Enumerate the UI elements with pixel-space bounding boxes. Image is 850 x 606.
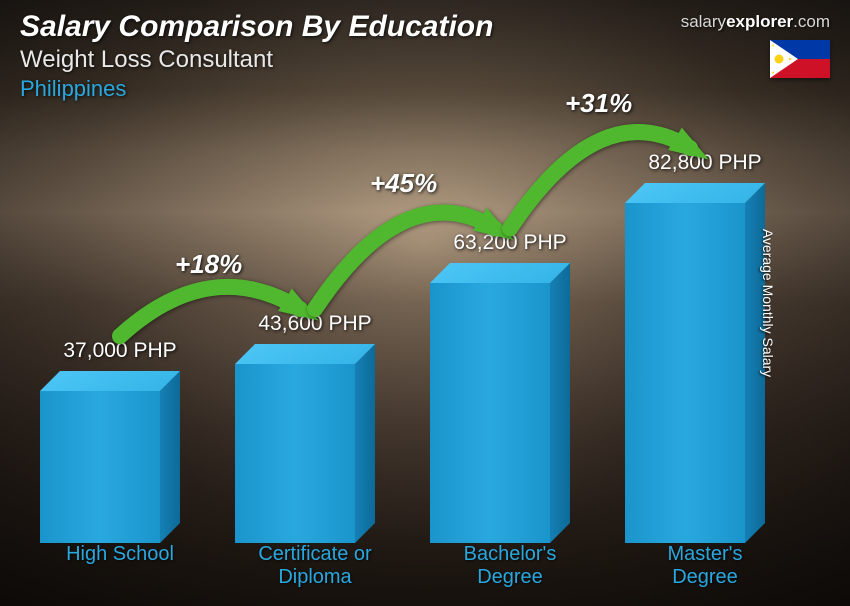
percentage-increase-label: +31% (565, 88, 632, 119)
bar-chart: 37,000 PHP High School 43,600 PHP Certifica… (40, 71, 790, 591)
bar-front (40, 391, 160, 543)
bar-side (160, 371, 180, 543)
bar-front (430, 283, 550, 543)
brand-suffix: .com (793, 12, 830, 31)
percentage-increase-label: +45% (370, 168, 437, 199)
bar-value-label: 37,000 PHP (40, 339, 200, 363)
bar-top (235, 344, 375, 364)
bar-side (355, 344, 375, 543)
header: Salary Comparison By Education Weight Lo… (20, 10, 493, 102)
bar-value-label: 82,800 PHP (625, 151, 785, 175)
flag-icon (770, 40, 830, 78)
bar-value-label: 43,600 PHP (235, 312, 395, 336)
y-axis-label: Average Monthly Salary (760, 229, 776, 377)
bar-category-label: Bachelor'sDegree (430, 543, 590, 591)
chart-country: Philippines (20, 76, 493, 102)
bar-value-label: 63,200 PHP (430, 231, 590, 255)
percentage-increase-label: +18% (175, 249, 242, 280)
brand-prefix: salary (681, 12, 726, 31)
bar-top (625, 183, 765, 203)
brand-watermark: salaryexplorer.com (681, 12, 830, 32)
bar-top (40, 371, 180, 391)
bar-category-label: Certificate orDiploma (235, 543, 395, 591)
bar-top (430, 263, 570, 283)
bar-category-label: Master'sDegree (625, 543, 785, 591)
chart-subtitle: Weight Loss Consultant (20, 46, 493, 74)
bar-front (625, 203, 745, 543)
bar-category-label: High School (40, 543, 200, 591)
brand-bold: explorer (726, 12, 793, 31)
chart-title: Salary Comparison By Education (20, 10, 493, 44)
bar-side (550, 263, 570, 543)
bar-front (235, 364, 355, 543)
